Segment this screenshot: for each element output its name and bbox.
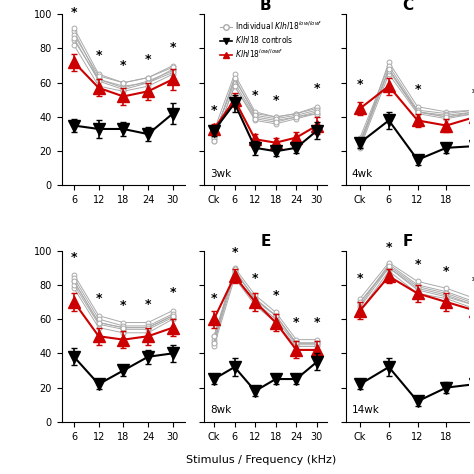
Text: *: * <box>443 265 449 278</box>
Text: *: * <box>472 87 474 100</box>
Text: *: * <box>252 89 258 101</box>
Text: *: * <box>252 272 258 285</box>
Text: 8wk: 8wk <box>210 405 231 415</box>
Text: *: * <box>120 59 127 73</box>
Text: *: * <box>357 272 364 285</box>
Text: *: * <box>357 78 364 91</box>
Text: B: B <box>260 0 271 12</box>
Text: *: * <box>414 83 421 96</box>
Text: *: * <box>71 6 77 19</box>
Text: C: C <box>402 0 413 12</box>
Text: *: * <box>314 82 320 95</box>
Text: *: * <box>145 298 151 310</box>
Text: *: * <box>273 289 279 302</box>
Text: 4wk: 4wk <box>352 169 373 179</box>
Text: *: * <box>211 104 217 117</box>
Text: *: * <box>472 275 474 288</box>
Text: 3wk: 3wk <box>210 169 231 179</box>
Text: Stimulus / Frequency (kHz): Stimulus / Frequency (kHz) <box>186 455 336 465</box>
Text: *: * <box>71 251 77 264</box>
Text: *: * <box>170 285 176 299</box>
Text: *: * <box>120 299 127 312</box>
Text: *: * <box>231 246 238 259</box>
Text: *: * <box>273 94 279 107</box>
Text: *: * <box>170 41 176 54</box>
Text: *: * <box>293 316 300 329</box>
Text: 14wk: 14wk <box>352 405 380 415</box>
Text: *: * <box>145 53 151 65</box>
Text: *: * <box>314 316 320 329</box>
Text: *: * <box>414 258 421 271</box>
Legend: Individual $Klhl18^{low/low\!f}$, $Klhl18$ controls, $Klhl18^{low/low\!f}$: Individual $Klhl18^{low/low\!f}$, $Klhl1… <box>219 18 323 62</box>
Text: *: * <box>95 49 102 62</box>
Text: *: * <box>385 241 392 254</box>
Text: *: * <box>95 292 102 305</box>
Text: F: F <box>402 234 413 249</box>
Text: *: * <box>211 292 217 305</box>
Text: E: E <box>260 234 271 249</box>
